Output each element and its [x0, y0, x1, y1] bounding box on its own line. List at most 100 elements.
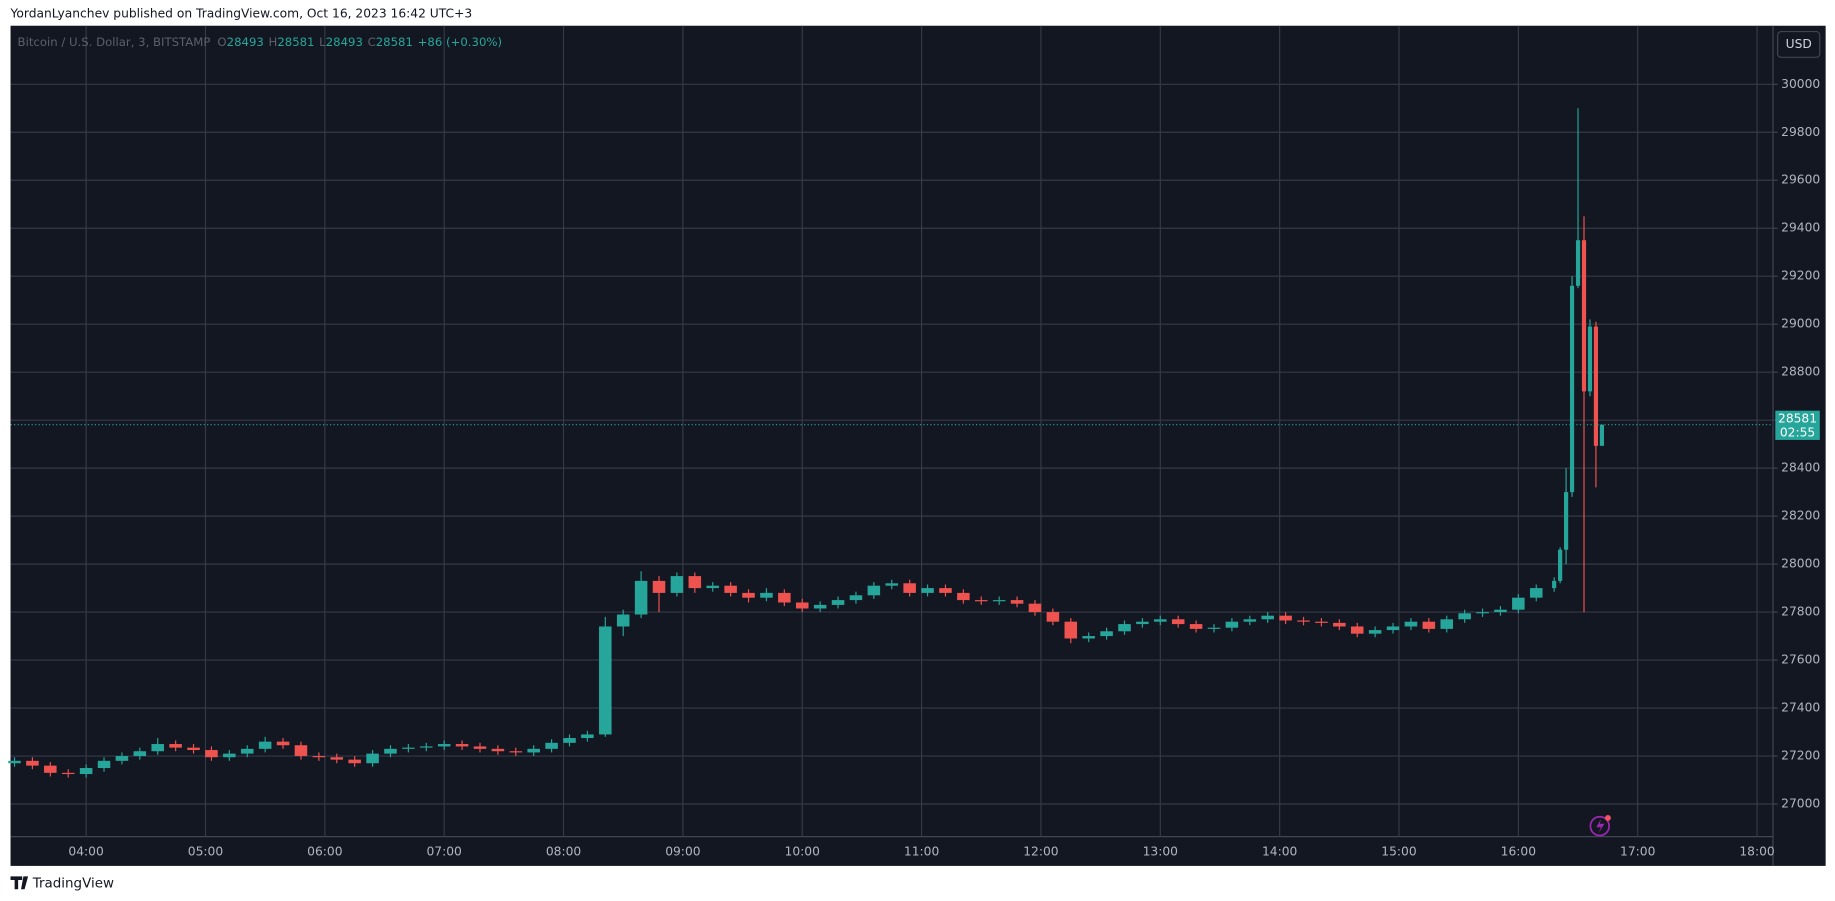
candle-body	[1082, 636, 1095, 639]
candle-body	[1458, 613, 1471, 620]
candle-body	[240, 748, 254, 754]
candle-body	[312, 756, 326, 758]
ohlc-key: H	[269, 35, 278, 49]
symbol-legend: Bitcoin / U.S. Dollar, 3, BITSTAMP O28493…	[18, 35, 502, 49]
candle-body	[706, 585, 719, 589]
candle-body	[79, 768, 93, 775]
candle-body	[1171, 619, 1185, 625]
countdown-label: 02:55	[1780, 425, 1815, 439]
candle-body	[330, 757, 344, 760]
candle-body	[294, 745, 308, 757]
alert-dot	[1605, 814, 1611, 821]
candle-body	[1552, 580, 1557, 589]
labels: 27000 27200 27400 27600 27800 28000 28200 28400…	[68, 77, 1820, 859]
candle-body	[1599, 424, 1604, 446]
x-tick-label: 04:00	[68, 844, 103, 858]
candle-body	[61, 772, 75, 775]
x-tick-label: 18:00	[1739, 844, 1774, 858]
x-tick-label: 10:00	[785, 844, 820, 858]
y-tick-label: 29200	[1781, 269, 1820, 283]
candle-body	[1422, 621, 1436, 629]
x-tick-label: 15:00	[1381, 844, 1416, 858]
ohlc-value: 28493	[227, 35, 264, 49]
x-tick-label: 12:00	[1023, 844, 1058, 858]
candle-body	[1189, 624, 1203, 629]
currency-button[interactable]	[1777, 31, 1821, 58]
candle-body	[1046, 612, 1060, 622]
candle-body	[1028, 603, 1042, 613]
candle-body	[760, 592, 773, 598]
logo-mark	[10, 876, 29, 890]
y-tick-label: 28200	[1781, 509, 1820, 523]
alert-icon-bolt	[1596, 819, 1605, 834]
candle-body	[545, 742, 558, 749]
x-tick-label: 08:00	[546, 844, 581, 858]
x-tick-label: 14:00	[1262, 844, 1297, 858]
candle-body	[652, 580, 666, 593]
candle-body	[688, 576, 702, 589]
candle-body	[1243, 619, 1257, 622]
candle-body	[1154, 619, 1167, 622]
candle-body	[384, 748, 397, 754]
x-tick-label: 06:00	[307, 844, 342, 858]
candle-body	[957, 592, 970, 601]
candle-body	[509, 751, 523, 753]
symbol-name: Bitcoin / U.S. Dollar, 3, BITSTAMP	[18, 35, 211, 49]
candle-body	[1529, 588, 1543, 598]
candle-body	[795, 602, 809, 609]
candle-body	[527, 748, 540, 753]
candle-body	[1118, 624, 1131, 632]
candle-body	[276, 741, 290, 746]
candle-body	[1350, 626, 1364, 634]
ohlc-value: 28581	[376, 35, 413, 49]
currency[interactable]: USD	[1786, 37, 1812, 51]
candle-body	[921, 588, 934, 593]
candle-body	[44, 765, 57, 773]
candle-body	[813, 604, 827, 609]
y-tick-label: 28800	[1781, 365, 1820, 379]
candle-body	[1368, 630, 1382, 634]
candle-body	[1100, 631, 1113, 637]
x-tick-label: 07:00	[427, 844, 462, 858]
x-tick-label: 05:00	[188, 844, 223, 858]
candle-body	[491, 748, 505, 752]
candle-body	[1297, 620, 1310, 622]
candle-body	[366, 753, 379, 764]
candle-body	[205, 750, 218, 758]
change-value: +86 (+0.30%)	[418, 35, 502, 49]
candle-body	[599, 626, 612, 735]
candle-body	[1558, 549, 1563, 581]
candle-body	[97, 760, 111, 769]
y-tick-label: 27000	[1781, 797, 1820, 811]
candle-body	[420, 746, 433, 748]
candle-body	[1440, 619, 1454, 629]
candle-body	[1315, 621, 1328, 623]
candle-body	[223, 753, 236, 758]
x-tick-label: 13:00	[1143, 844, 1178, 858]
candle-body	[742, 592, 755, 598]
ohlc-value: 28581	[277, 35, 314, 49]
candle-body	[437, 744, 451, 747]
candle-body	[831, 600, 845, 605]
grid	[10, 25, 1773, 837]
candle-body	[778, 592, 791, 603]
candle-body	[1476, 612, 1489, 614]
y-tick-label: 27200	[1781, 749, 1820, 763]
candle-body	[1494, 609, 1507, 613]
last-price-label: 28581	[1778, 411, 1817, 425]
candle-body	[616, 614, 630, 627]
alert-icon[interactable]	[1589, 815, 1611, 837]
candle-body	[581, 734, 594, 739]
candle-body	[1136, 621, 1149, 625]
candle-body	[169, 744, 182, 748]
candle-body	[563, 738, 576, 743]
candle-body	[348, 759, 361, 764]
candle-body	[151, 744, 165, 752]
candle-body	[1064, 621, 1078, 639]
candle-body	[867, 585, 881, 596]
candle-body	[187, 747, 200, 751]
candle-body	[849, 595, 863, 601]
candle-body	[473, 746, 487, 749]
candle-body	[1279, 615, 1292, 621]
